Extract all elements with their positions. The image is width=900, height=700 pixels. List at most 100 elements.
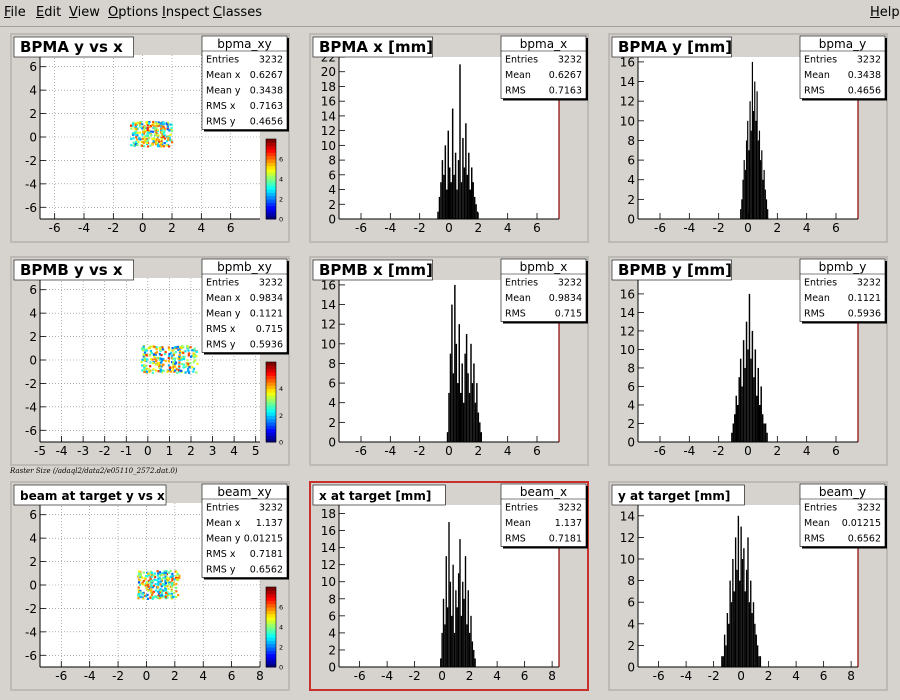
statbox: [500, 258, 587, 322]
y-tick-label: 14: [620, 509, 635, 523]
palette-cell: [266, 653, 276, 658]
histogram-bar: [452, 373, 455, 442]
histogram-bar: [734, 537, 737, 667]
statbox-row-value: 0.6562: [848, 534, 881, 545]
y-tick-label: 10: [321, 575, 336, 589]
histogram-bar: [461, 363, 463, 442]
scatter-point: [180, 346, 183, 350]
statbox-row-label: RMS y: [206, 117, 236, 128]
scatter-point: [169, 123, 172, 126]
scatter-point: [148, 370, 151, 373]
y-tick-label: 2: [29, 330, 37, 344]
scatter-point: [153, 133, 157, 136]
pad-bpmb-xy[interactable]: 0 2 4 -5 -4 -3 -2 -1 0 1 2 3 4 5 -6 -4 -2 0 2 4 6 BPMB y vs x…: [10, 256, 290, 466]
scatter-point: [176, 371, 179, 374]
x-tick-label: 8: [548, 669, 556, 683]
scatter-point: [151, 579, 155, 583]
x-tick-label: 2: [765, 669, 773, 683]
pad-beam-y[interactable]: -6 -4 -2 0 2 4 6 8 0 2 4 6 8 10 12 14 y at target [mm] be…: [608, 481, 888, 691]
pad-bpma-xy[interactable]: 0 2 4 6 -6 -4 -2 0 2 4 6 -6 -4 -2 0 2 4 6 BPMA y vs x bpma_…: [10, 33, 290, 243]
scatter-point: [151, 137, 154, 141]
menu-classes[interactable]: Classes: [213, 5, 262, 20]
pad-bpmb-x[interactable]: -6 -4 -2 0 2 4 6 0 2 4 6 8 10 12 14 16 BPMB x [mm] bpmb_x…: [309, 256, 589, 466]
scatter-point: [193, 347, 196, 350]
scatter-point: [171, 363, 175, 366]
statbox-row-value: 0.715: [256, 324, 283, 335]
y-tick-label: 10: [620, 343, 635, 357]
root-canvas[interactable]: 0 2 4 6 -6 -4 -2 0 2 4 6 -6 -4 -2 0 2 4 6 BPMA y vs x bpma_…: [0, 27, 900, 700]
palette-cell: [266, 185, 276, 190]
y-tick-label: 0: [328, 661, 336, 675]
histogram-bar: [751, 613, 753, 667]
scatter-point: [140, 582, 143, 585]
pad-bpma-x[interactable]: -6 -4 -2 0 2 4 6 0 2 4 6 8 10 12 14 16 18 20 22 BPMA x [mm]…: [309, 33, 589, 243]
scatter-point: [134, 143, 138, 146]
scatter-point: [170, 589, 173, 592]
scatter-point: [157, 140, 161, 143]
scatter-point: [167, 357, 170, 360]
scatter-point: [150, 584, 153, 588]
scatter-point: [139, 576, 142, 579]
statbox-row-value: 1.137: [555, 518, 582, 529]
scatter-point: [178, 350, 182, 353]
scatter-point: [143, 368, 146, 371]
scatter-point: [167, 145, 171, 148]
scatter-point: [165, 140, 169, 143]
scatter-point: [152, 574, 156, 577]
menu-inspect[interactable]: Inspect: [162, 5, 210, 20]
palette-cell: [266, 590, 276, 595]
scatter-point: [155, 125, 158, 128]
scatter-point: [174, 361, 178, 364]
histogram-bar: [470, 343, 472, 442]
scatter-point: [151, 130, 155, 133]
x-tick-label: 6: [832, 221, 840, 235]
scatter-point: [142, 347, 146, 350]
scatter-point: [192, 352, 195, 355]
pad-bpma-y[interactable]: -6 -4 -2 0 2 4 6 0 2 4 6 8 10 12 14 16 BPMA y [mm] bpma_y…: [608, 33, 888, 243]
menu-view[interactable]: View: [69, 5, 100, 20]
histogram-bar: [471, 641, 474, 667]
histogram-bar: [468, 392, 471, 442]
scatter-point: [164, 350, 167, 354]
histogram-bar: [750, 358, 752, 442]
histogram-bar: [721, 656, 723, 667]
pad-beam-xy[interactable]: 0 2 4 6 -6 -4 -2 0 2 4 6 8 -6 -4 -2 0 2 4 6 beam at target …: [10, 481, 290, 691]
histogram: [440, 522, 476, 667]
scatter-point: [149, 144, 152, 147]
statbox: [201, 258, 288, 353]
scatter-point: [175, 578, 178, 581]
scatter-point: [149, 580, 152, 583]
scatter-point: [171, 576, 174, 579]
scatter-point: [144, 575, 148, 578]
pad-bpmb-y[interactable]: -6 -4 -2 0 2 4 6 0 2 4 6 8 10 12 14 16 BPMB y [mm] bpmb_y…: [608, 256, 888, 466]
scatter-point: [138, 124, 142, 128]
histogram-bar: [729, 580, 731, 667]
scatter-point: [155, 356, 158, 359]
menu-edit[interactable]: Edit: [36, 5, 62, 20]
pad-beam-x[interactable]: -6 -4 -2 0 2 4 6 8 0 2 4 6 8 10 12 14 16 18 x at target [m…: [309, 481, 589, 691]
x-tick-label: -6: [355, 444, 367, 458]
scatter-point: [147, 572, 150, 575]
statbox-row-value: 0.7181: [549, 534, 582, 545]
scatter-point: [138, 573, 141, 576]
scatter-point: [179, 346, 182, 349]
statbox-row-label: Entries: [804, 55, 837, 66]
histogram-bar: [453, 632, 456, 667]
scatter-point: [152, 584, 156, 587]
menu-options[interactable]: Options: [108, 5, 159, 20]
scatter-point: [162, 133, 165, 137]
y-tick-label: 4: [627, 173, 635, 187]
palette-cell: [266, 620, 276, 625]
statbox-row-value: 0.5936: [250, 340, 283, 351]
histogram-bar: [440, 182, 442, 219]
scatter-point: [176, 345, 180, 348]
scatter-cluster: [137, 570, 181, 600]
histogram-bar: [437, 211, 439, 219]
menu-file[interactable]: File: [4, 5, 26, 20]
histogram-bar: [460, 392, 462, 442]
menu-help[interactable]: Help: [870, 5, 900, 20]
scatter-point: [157, 370, 160, 373]
statbox-row-label: RMS x: [206, 324, 236, 335]
y-tick-label: 4: [328, 396, 336, 410]
scatter-point: [154, 352, 157, 355]
